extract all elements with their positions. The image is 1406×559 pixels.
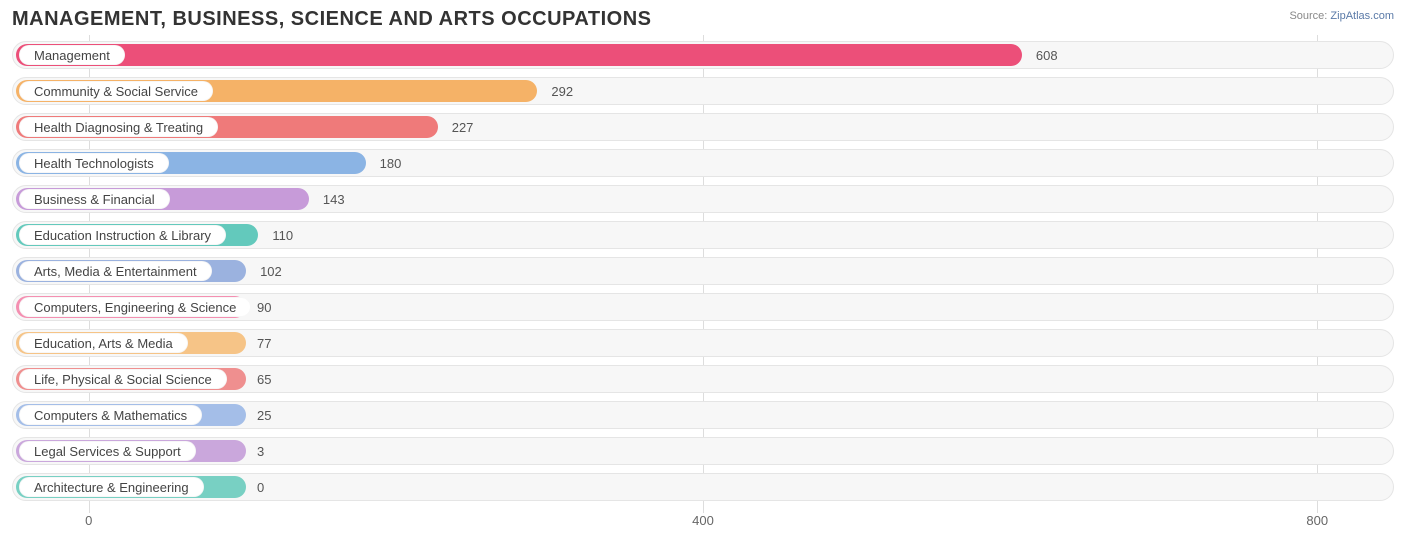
bar-value: 608	[1028, 42, 1058, 68]
bar-value: 90	[249, 294, 271, 320]
source-attribution: Source: ZipAtlas.com	[1289, 8, 1394, 22]
source-link[interactable]: ZipAtlas.com	[1330, 10, 1394, 22]
bar-value: 180	[372, 150, 402, 176]
bar-value: 65	[249, 366, 271, 392]
bar-value: 25	[249, 402, 271, 428]
bar-row: Computers & Mathematics 25	[12, 401, 1394, 429]
axis-tick: 800	[1306, 513, 1328, 528]
bar-row: Health Technologists 180	[12, 149, 1394, 177]
bar-value: 102	[252, 258, 282, 284]
chart-area: Management 608 Community & Social Service 2…	[12, 35, 1394, 535]
bar-value: 143	[315, 186, 345, 212]
bar-label: Legal Services & Support	[19, 441, 196, 461]
axis-tick: 0	[85, 513, 92, 528]
bar-row: Architecture & Engineering 0	[12, 473, 1394, 501]
bar-value: 3	[249, 438, 264, 464]
axis-tick: 400	[692, 513, 714, 528]
bar-row: Education Instruction & Library 110	[12, 221, 1394, 249]
bar-label: Health Technologists	[19, 153, 169, 173]
bar-label: Health Diagnosing & Treating	[19, 117, 218, 137]
bar-label: Arts, Media & Entertainment	[19, 261, 212, 281]
bars-container: Management 608 Community & Social Service 2…	[12, 35, 1394, 501]
bar-row: Business & Financial 143	[12, 185, 1394, 213]
bar-row: Computers, Engineering & Science90	[12, 293, 1394, 321]
bar-label: Computers & Mathematics	[19, 405, 202, 425]
bar-value: 0	[249, 474, 264, 500]
bar-value: 227	[444, 114, 474, 140]
bar-row: Legal Services & Support 3	[12, 437, 1394, 465]
bar-fill	[16, 44, 1022, 66]
bar-row: Community & Social Service 292	[12, 77, 1394, 105]
bar-label: Architecture & Engineering	[19, 477, 204, 497]
bar-label: Management	[19, 45, 125, 65]
bar-label: Life, Physical & Social Science	[19, 369, 227, 389]
bar-value: 77	[249, 330, 271, 356]
bar-label: Education, Arts & Media	[19, 333, 188, 353]
x-axis: 0 400 800	[12, 509, 1394, 531]
bar-label: Education Instruction & Library	[19, 225, 226, 245]
bar-row: Health Diagnosing & Treating 227	[12, 113, 1394, 141]
source-label: Source:	[1289, 10, 1327, 22]
bar-row: Arts, Media & Entertainment 102	[12, 257, 1394, 285]
bar-row: Management 608	[12, 41, 1394, 69]
chart-title: MANAGEMENT, BUSINESS, SCIENCE AND ARTS O…	[12, 8, 651, 31]
bar-label: Computers, Engineering & Science	[19, 297, 251, 317]
bar-value: 292	[543, 78, 573, 104]
bar-value: 110	[264, 222, 293, 248]
bar-row: Life, Physical & Social Science 65	[12, 365, 1394, 393]
chart-header: MANAGEMENT, BUSINESS, SCIENCE AND ARTS O…	[12, 8, 1394, 31]
bar-row: Education, Arts & Media 77	[12, 329, 1394, 357]
bar-label: Business & Financial	[19, 189, 170, 209]
bar-label: Community & Social Service	[19, 81, 213, 101]
